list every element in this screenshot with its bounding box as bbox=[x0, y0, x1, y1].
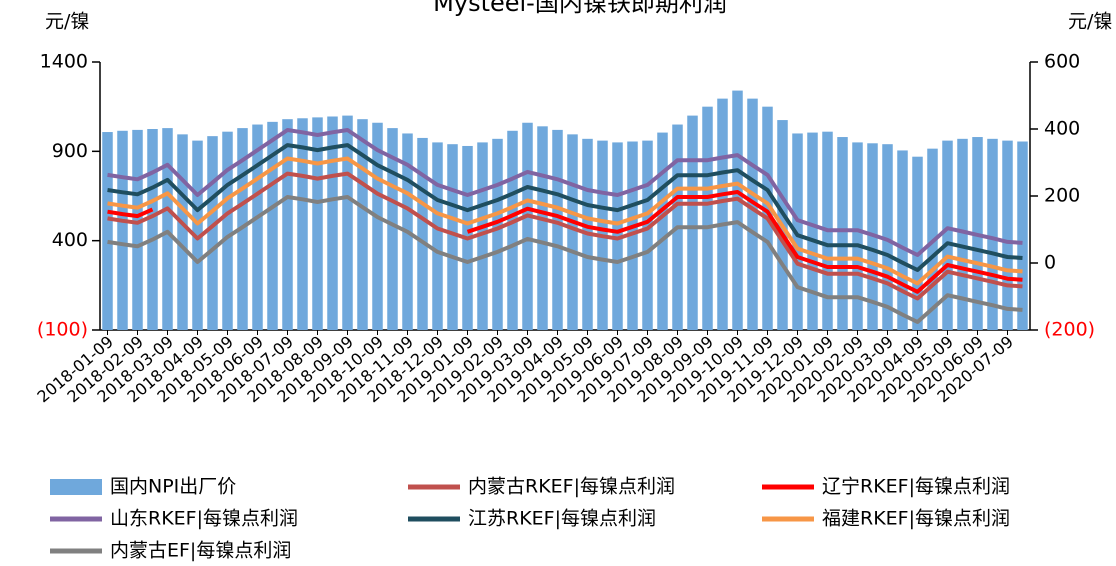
bar bbox=[522, 122, 533, 330]
bar bbox=[882, 144, 893, 330]
bar bbox=[177, 134, 188, 330]
bar bbox=[1017, 141, 1028, 330]
legend-label: 山东RKEF|每镍点利润 bbox=[110, 508, 298, 530]
line bbox=[107, 195, 1023, 324]
bar bbox=[102, 132, 113, 330]
bar bbox=[957, 138, 968, 330]
y-tick-label: 900 bbox=[52, 140, 88, 162]
bar bbox=[747, 98, 758, 330]
bar bbox=[417, 137, 428, 330]
legend-label: 江苏RKEF|每镍点利润 bbox=[468, 508, 656, 530]
bar bbox=[297, 118, 308, 330]
bar bbox=[657, 132, 668, 330]
bar bbox=[627, 141, 638, 330]
legend-label: 内蒙古EF|每镍点利润 bbox=[110, 540, 291, 562]
bar bbox=[117, 130, 128, 330]
bar bbox=[372, 122, 383, 330]
line bbox=[107, 156, 1023, 286]
legend-label: 辽宁RKEF|每镍点利润 bbox=[822, 476, 1010, 498]
legend-label: 福建RKEF|每镍点利润 bbox=[822, 508, 1010, 530]
bar bbox=[687, 115, 698, 330]
legend-label: 国内NPI出厂价 bbox=[110, 476, 236, 498]
line bbox=[107, 171, 1023, 301]
line bbox=[107, 128, 1023, 257]
bar bbox=[312, 117, 323, 331]
bar bbox=[732, 90, 743, 330]
bar bbox=[432, 142, 443, 330]
y2-tick-label: 400 bbox=[1044, 118, 1080, 140]
bar bbox=[837, 137, 848, 330]
bar bbox=[477, 142, 488, 330]
bar bbox=[897, 150, 908, 330]
bar bbox=[192, 140, 203, 330]
bar bbox=[537, 126, 548, 330]
bar bbox=[147, 129, 158, 330]
bar bbox=[552, 129, 563, 330]
y2-tick-label: 0 bbox=[1044, 252, 1056, 274]
bar bbox=[492, 138, 503, 330]
bar bbox=[282, 119, 293, 330]
bar bbox=[132, 129, 143, 330]
bar bbox=[357, 119, 368, 330]
bar bbox=[267, 121, 278, 330]
y2-tick-label: (200) bbox=[1044, 319, 1095, 341]
bar bbox=[162, 128, 173, 330]
chart-title: Mysteel-国内镍铁即期利润 bbox=[433, 0, 727, 17]
line bbox=[466, 190, 1023, 294]
bar bbox=[1002, 140, 1013, 330]
line bbox=[107, 143, 1023, 272]
y2-tick-label: 200 bbox=[1044, 185, 1080, 207]
bar bbox=[987, 138, 998, 330]
bar bbox=[717, 98, 728, 330]
bar bbox=[252, 124, 263, 331]
bar bbox=[942, 140, 953, 330]
bar bbox=[327, 116, 338, 330]
y-tick-label: 400 bbox=[52, 229, 88, 251]
y2-tick-label: 600 bbox=[1044, 51, 1080, 73]
y-tick-label: (100) bbox=[37, 319, 88, 341]
legend-swatch bbox=[50, 479, 102, 495]
bar bbox=[912, 156, 923, 330]
line bbox=[107, 207, 154, 219]
bar bbox=[612, 142, 623, 330]
legend-label: 内蒙古RKEF|每镍点利润 bbox=[468, 476, 675, 498]
y2-axis-label: 元/镍 bbox=[1068, 11, 1112, 33]
bar bbox=[507, 130, 518, 330]
bar bbox=[702, 106, 713, 331]
bar bbox=[642, 140, 653, 330]
bar bbox=[567, 134, 578, 330]
bar bbox=[222, 131, 233, 330]
bar bbox=[852, 142, 863, 330]
bar bbox=[342, 115, 353, 330]
bar bbox=[387, 128, 398, 330]
bar bbox=[807, 132, 818, 330]
bar bbox=[207, 136, 218, 330]
y-axis-label: 元/镍 bbox=[45, 11, 89, 33]
y-tick-label: 1400 bbox=[40, 51, 88, 73]
bar bbox=[447, 144, 458, 330]
